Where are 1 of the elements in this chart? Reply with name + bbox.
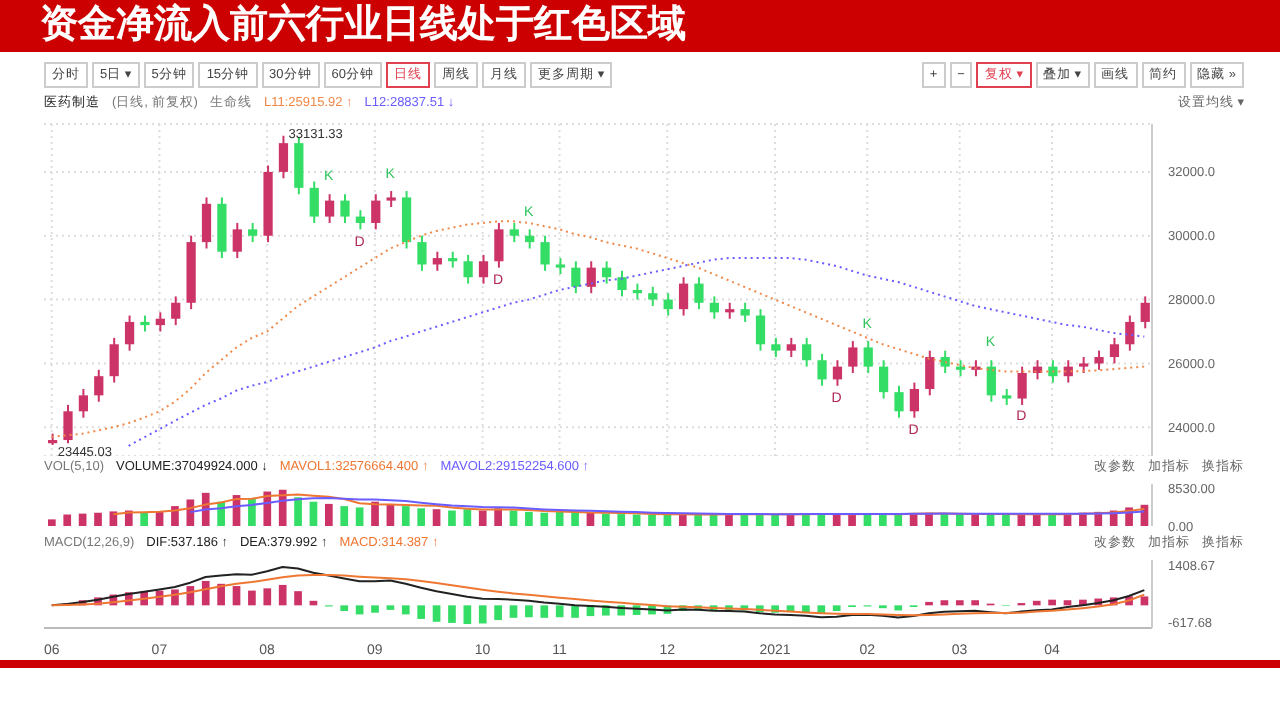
chart-title: 资金净流入前六行业日线处于红色区域 <box>40 4 686 48</box>
